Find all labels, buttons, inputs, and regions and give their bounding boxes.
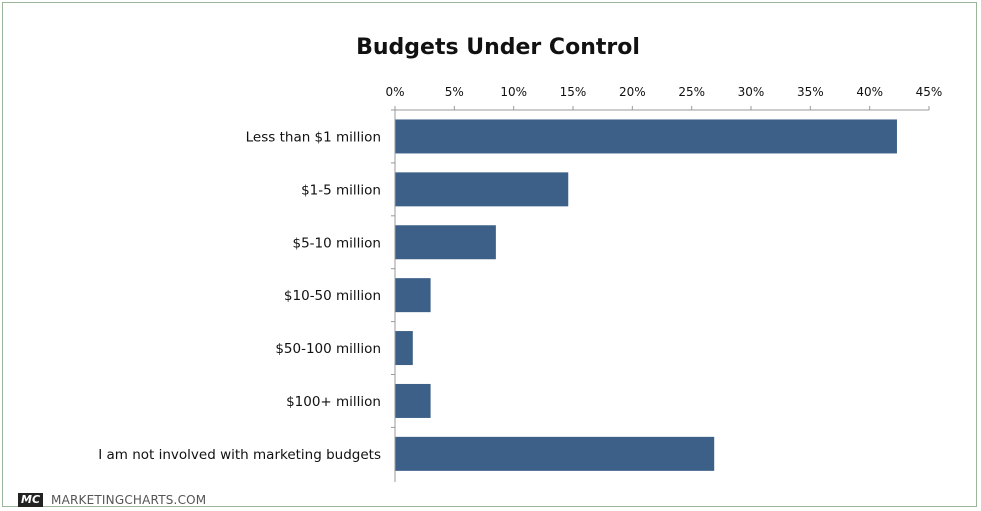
brand-logo: MC <box>18 493 44 507</box>
bar <box>395 119 897 154</box>
brand-name: MARKETINGCHARTS.COM <box>51 493 207 507</box>
category-label: $50-100 million <box>275 341 381 357</box>
x-tick-label: 25% <box>678 85 705 99</box>
category-label: $100+ million <box>286 394 381 410</box>
x-tick-label: 15% <box>560 85 587 99</box>
x-tick-label: 10% <box>500 85 527 99</box>
chart-title: Budgets Under Control <box>356 35 640 60</box>
x-tick-label: 5% <box>445 85 464 99</box>
category-label: $10-50 million <box>284 288 381 304</box>
bar <box>395 225 496 260</box>
category-label: Less than $1 million <box>246 129 381 145</box>
bar <box>395 278 431 313</box>
chart-axes <box>391 109 929 482</box>
x-axis-ticks: 0% 5% 10% 15% 20% 25% 30% 35% 40% 45% <box>385 85 942 110</box>
bar <box>395 331 413 366</box>
bars-group <box>395 119 897 471</box>
brand-footer: MC MARKETINGCHARTS.COM <box>18 492 206 508</box>
category-label: $5-10 million <box>293 235 382 251</box>
bar <box>395 172 569 207</box>
x-tick-label: 20% <box>619 85 646 99</box>
category-label: I am not involved with marketing budgets <box>98 447 381 463</box>
category-label: $1-5 million <box>301 182 381 198</box>
x-tick-label: 30% <box>738 85 765 99</box>
x-tick-label: 35% <box>797 85 824 99</box>
x-tick-label: 45% <box>916 85 943 99</box>
category-labels: Less than $1 million $1-5 million $5-10 mi… <box>98 129 381 462</box>
x-tick-label: 40% <box>856 85 883 99</box>
bar <box>395 383 431 418</box>
bar <box>395 436 715 471</box>
x-tick-label: 0% <box>385 85 404 99</box>
